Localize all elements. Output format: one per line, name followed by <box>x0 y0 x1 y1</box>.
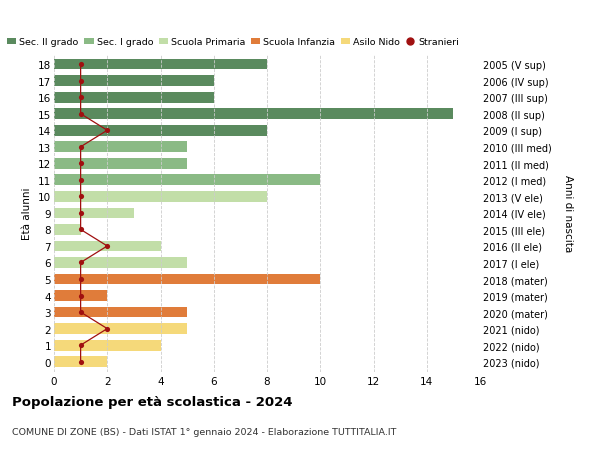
Bar <box>54 241 161 252</box>
Point <box>76 62 85 69</box>
Point <box>76 111 85 118</box>
Point <box>76 193 85 201</box>
Point <box>76 226 85 234</box>
Bar <box>54 324 187 334</box>
Point <box>76 276 85 283</box>
Bar <box>54 291 107 301</box>
Point <box>103 127 112 134</box>
Point <box>76 78 85 85</box>
Bar <box>54 257 187 268</box>
Bar <box>54 357 107 367</box>
Point <box>76 177 85 184</box>
Point <box>76 309 85 316</box>
Bar <box>54 126 267 136</box>
Bar <box>54 307 187 318</box>
Text: COMUNE DI ZONE (BS) - Dati ISTAT 1° gennaio 2024 - Elaborazione TUTTITALIA.IT: COMUNE DI ZONE (BS) - Dati ISTAT 1° genn… <box>12 427 397 436</box>
Y-axis label: Anni di nascita: Anni di nascita <box>563 175 572 252</box>
Bar <box>54 208 134 219</box>
Point <box>103 243 112 250</box>
Point <box>76 144 85 151</box>
Legend: Sec. II grado, Sec. I grado, Scuola Primaria, Scuola Infanzia, Asilo Nido, Stran: Sec. II grado, Sec. I grado, Scuola Prim… <box>7 38 459 47</box>
Point <box>76 94 85 101</box>
Text: Popolazione per età scolastica - 2024: Popolazione per età scolastica - 2024 <box>12 395 293 408</box>
Bar <box>54 159 187 169</box>
Bar <box>54 175 320 186</box>
Point <box>103 325 112 333</box>
Point <box>76 259 85 267</box>
Bar <box>54 274 320 285</box>
Bar <box>54 340 161 351</box>
Bar <box>54 60 267 70</box>
Point <box>76 210 85 217</box>
Bar <box>54 93 214 103</box>
Y-axis label: Età alunni: Età alunni <box>22 187 32 240</box>
Bar <box>54 142 187 153</box>
Bar <box>54 76 214 87</box>
Point <box>76 341 85 349</box>
Bar <box>54 191 267 202</box>
Bar <box>54 109 454 120</box>
Point <box>76 160 85 168</box>
Point <box>76 358 85 365</box>
Point <box>76 292 85 300</box>
Bar <box>54 224 80 235</box>
